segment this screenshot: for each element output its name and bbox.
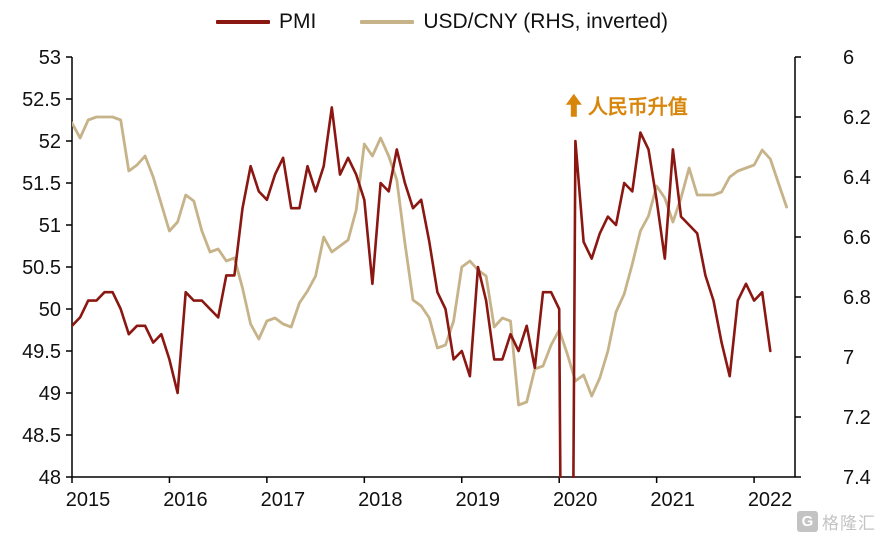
y-axis-right-tick-label: 7 xyxy=(843,347,854,369)
watermark-text: 格隆汇 xyxy=(822,514,876,533)
y-axis-left-tick-label: 51 xyxy=(39,215,61,237)
y-axis-right-tick-label: 6 xyxy=(843,47,854,69)
y-axis-left-tick-label: 49 xyxy=(39,383,61,405)
y-axis-right-tick-label: 7.2 xyxy=(843,407,871,429)
up-arrow-icon xyxy=(565,93,582,117)
y-axis-right-tick-label: 6.8 xyxy=(843,287,871,309)
x-axis-tick-label: 2017 xyxy=(261,489,306,511)
y-axis-left-tick-label: 52 xyxy=(39,131,61,153)
series-line-pmi xyxy=(72,106,772,478)
y-axis-left-tick-label: 53 xyxy=(39,47,61,69)
y-axis-right-tick-label: 6.2 xyxy=(843,107,871,129)
watermark-logo-icon: G xyxy=(797,511,818,532)
y-axis-left-tick-label: 48.5 xyxy=(22,425,61,447)
x-axis-tick-label: 2015 xyxy=(66,489,111,511)
pmi-line-swatch xyxy=(215,20,270,24)
chart-legend: PMI USD/CNY (RHS, inverted) xyxy=(0,10,884,34)
y-axis-left-tick-label: 51.5 xyxy=(22,173,61,195)
legend-label-usdcny: USD/CNY (RHS, inverted) xyxy=(423,10,668,33)
y-axis-right-tick-label: 7.4 xyxy=(843,467,871,489)
y-axis-left-tick-label: 49.5 xyxy=(22,341,61,363)
y-axis-left-tick-label: 50.5 xyxy=(22,257,61,279)
x-axis-tick-label: 2019 xyxy=(456,489,501,511)
y-axis-left-tick-label: 50 xyxy=(39,299,61,321)
y-axis-right-tick-label: 6.6 xyxy=(843,227,871,249)
x-axis-tick-label: 2018 xyxy=(358,489,403,511)
legend-label-pmi: PMI xyxy=(278,10,317,33)
y-axis-left-tick-label: 52.5 xyxy=(22,89,61,111)
x-axis-tick-label: 2020 xyxy=(553,489,598,511)
annotation-text: 人民币升值 xyxy=(588,95,688,119)
legend-item-usdcny: USD/CNY (RHS, inverted) xyxy=(360,10,668,34)
watermark-logo: G 格隆汇 xyxy=(797,509,876,534)
y-axis-left-tick-label: 48 xyxy=(39,467,61,489)
x-axis-tick-label: 2021 xyxy=(650,489,695,511)
legend-item-pmi: PMI xyxy=(215,10,317,34)
y-axis-right-tick-label: 6.4 xyxy=(843,167,871,189)
annotation-rmb-appreciation: 人民币升值 xyxy=(565,93,688,119)
x-axis-tick-label: 2022 xyxy=(748,489,793,511)
usdcny-line-swatch xyxy=(360,20,415,24)
x-axis-tick-label: 2016 xyxy=(163,489,208,511)
